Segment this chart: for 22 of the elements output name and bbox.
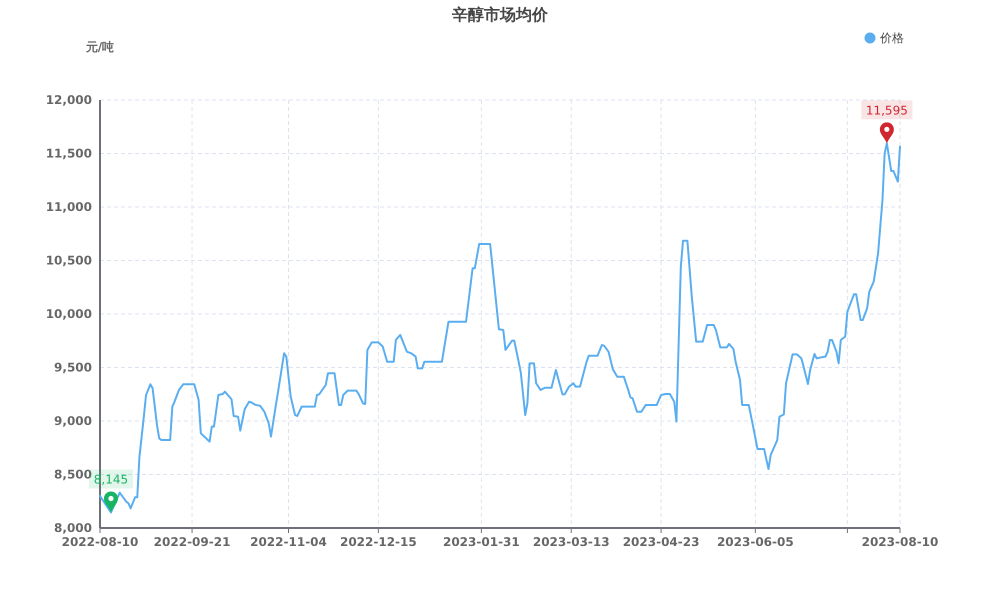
x-tick-label: 2022-08-10 xyxy=(62,535,138,549)
y-tick-label: 11,000 xyxy=(46,200,92,214)
y-tick-label: 12,000 xyxy=(46,93,92,107)
x-tick-label: 2022-12-15 xyxy=(340,535,417,549)
x-tick-label: 2023-03-13 xyxy=(532,535,610,549)
x-tick-label: 2022-09-21 xyxy=(154,535,230,549)
y-tick-label: 8,500 xyxy=(54,468,92,482)
x-tick-label: 2023-01-31 xyxy=(442,535,520,549)
x-tick-label: 2022-11-04 xyxy=(250,535,327,549)
annotation: 11,595 xyxy=(866,103,908,118)
y-tick-label: 8,000 xyxy=(54,521,92,535)
y-tick-label: 9,500 xyxy=(54,360,92,374)
y-tick-label: 11,500 xyxy=(46,146,92,160)
chart-title: 辛醇市场均价 xyxy=(451,5,549,24)
y-tick-label: 10,500 xyxy=(46,254,92,268)
x-tick-label: 2023-06-05 xyxy=(716,535,794,549)
legend-label: 价格 xyxy=(879,31,904,45)
y-tick-label: 10,000 xyxy=(46,307,92,321)
x-tick-label: 2023-08-10 xyxy=(862,535,938,549)
x-tick-label: 2023-04-23 xyxy=(622,535,700,549)
y-tick-label: 9,000 xyxy=(54,414,92,428)
y-axis-title: 元/吨 xyxy=(84,40,114,54)
